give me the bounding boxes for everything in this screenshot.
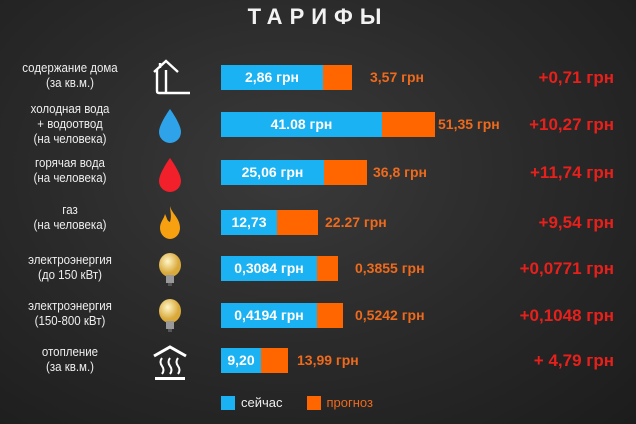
current-value: 25,06 грн [221, 160, 324, 185]
forecast-value: 0,3855 грн [355, 260, 425, 276]
current-value: 41.08 грн [221, 112, 382, 137]
forecast-segment [324, 160, 367, 185]
bar: 0,4194 грн [221, 303, 343, 328]
forecast-segment [317, 303, 343, 328]
legend-forecast-swatch [306, 395, 321, 410]
current-value: 0,4194 грн [221, 303, 317, 328]
increase-value: +11,74 грн [530, 163, 614, 182]
row-label: содержание дома (за кв.м.) [22, 61, 118, 90]
bar: 41.08 грн [221, 112, 435, 137]
row-label: холодная вода + водоотвод (на человека) [30, 102, 110, 146]
forecast-segment [382, 112, 435, 137]
bar: 12,73 [221, 210, 318, 235]
forecast-value: 36,8 грн [373, 164, 427, 180]
forecast-value: 13,99 грн [297, 352, 359, 368]
forecast-value: 22.27 грн [325, 214, 387, 230]
current-value: 12,73 [221, 210, 277, 235]
increase-value: +0,71 грн [538, 68, 614, 87]
legend-current-label: сейчас [241, 395, 283, 410]
forecast-segment [277, 210, 318, 235]
forecast-value: 3,57 грн [370, 69, 424, 85]
row-label: горячая вода (на человека) [33, 156, 107, 185]
row-label: отопление (за кв.м.) [41, 345, 99, 374]
row-label: электроэнергия (150-800 кВт) [28, 299, 112, 328]
heating-icon [153, 345, 187, 380]
row-label: газ (на человека) [33, 203, 107, 232]
flame-icon [160, 206, 180, 239]
legend-current-swatch [221, 395, 235, 410]
page-title: ТАРИФЫ [247, 4, 389, 29]
forecast-segment [323, 65, 352, 90]
increase-value: +9,54 грн [538, 213, 614, 232]
house-icon [153, 59, 190, 95]
current-value: 0,3084 грн [221, 256, 317, 281]
row-label: электроэнергия (до 150 кВт) [28, 253, 112, 282]
increase-value: +0,1048 грн [519, 306, 614, 325]
hot-water-drop-icon [159, 158, 181, 192]
forecast-value: 51,35 грн [438, 116, 500, 132]
bar: 9,20 [221, 348, 288, 373]
bar: 2,86 грн [221, 65, 352, 90]
legend: сейчас прогноз [221, 395, 373, 410]
forecast-value: 0,5242 грн [355, 307, 425, 323]
bar: 25,06 грн [221, 160, 367, 185]
increase-value: +0,0771 грн [519, 259, 614, 278]
increase-value: + 4,79 грн [533, 351, 614, 370]
bar: 0,3084 грн [221, 256, 338, 281]
light-bulb-icon [159, 253, 181, 286]
current-value: 2,86 грн [221, 65, 323, 90]
light-bulb-icon [159, 299, 181, 332]
water-drop-icon [159, 109, 181, 143]
increase-value: +10,27 грн [529, 115, 614, 134]
forecast-segment [317, 256, 338, 281]
current-value: 9,20 [221, 348, 261, 373]
legend-forecast-label: прогноз [326, 395, 373, 410]
forecast-segment [261, 348, 288, 373]
